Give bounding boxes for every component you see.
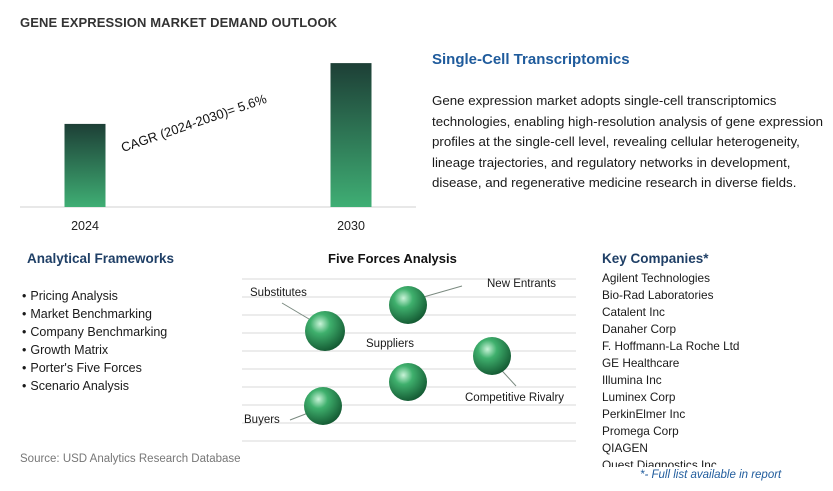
x-tick-label: 2030 xyxy=(337,219,365,233)
framework-item: Company Benchmarking xyxy=(22,323,167,341)
sphere-competitive-rivalry xyxy=(473,337,511,375)
force-label-suppliers: Suppliers xyxy=(366,338,414,350)
force-label-new-entrants: New Entrants xyxy=(487,278,557,290)
highlight-text: Gene expression market adopts single-cel… xyxy=(432,93,824,190)
highlight-title: Single-Cell Transcriptomics xyxy=(432,51,630,68)
company-item: Danaher Corp xyxy=(602,322,677,336)
connector-substitutes xyxy=(281,302,315,323)
company-item: Illumina Inc xyxy=(602,373,662,387)
company-item: Promega Corp xyxy=(602,424,679,438)
company-item: Agilent Technologies xyxy=(602,271,710,285)
bar-2024 xyxy=(64,123,106,207)
company-item: Luminex Corp xyxy=(602,390,676,404)
company-item: GE Healthcare xyxy=(602,356,680,370)
framework-item: Porter's Five Forces xyxy=(22,359,167,377)
five-forces-diagram xyxy=(242,278,576,442)
company-item: QIAGEN xyxy=(602,441,648,455)
force-label-competitive-rivalry: Competitive Rivalry xyxy=(465,392,565,404)
frameworks-title: Analytical Frameworks xyxy=(27,251,175,266)
sphere-new-entrants xyxy=(389,286,427,324)
sphere-suppliers xyxy=(389,363,427,401)
companies-list: Agilent Technologies Bio-Rad Laboratorie… xyxy=(602,270,812,467)
companies-note: *- Full list available in report xyxy=(640,469,782,481)
framework-item: Scenario Analysis xyxy=(22,377,167,395)
company-item: Quest Diagnostics Inc xyxy=(602,458,717,467)
frameworks-list: Pricing Analysis Market Benchmarking Com… xyxy=(22,287,167,395)
company-item: Catalent Inc xyxy=(602,305,665,319)
sphere-buyers xyxy=(304,387,342,425)
connector-new-entrants xyxy=(419,285,463,299)
five-forces-title: Five Forces Analysis xyxy=(328,251,457,266)
company-item: F. Hoffmann-La Roche Ltd xyxy=(602,339,740,353)
x-tick-label: 2024 xyxy=(71,219,99,233)
page-title: GENE EXPRESSION MARKET DEMAND OUTLOOK xyxy=(20,15,338,30)
bar-2030 xyxy=(330,63,372,208)
company-item: Bio-Rad Laboratories xyxy=(602,288,714,302)
company-item: PerkinElmer Inc xyxy=(602,407,686,421)
framework-item: Pricing Analysis xyxy=(22,287,167,305)
companies-title: Key Companies* xyxy=(602,251,709,266)
source-note: Source: USD Analytics Research Database xyxy=(20,453,241,465)
framework-item: Growth Matrix xyxy=(22,341,167,359)
force-label-substitutes: Substitutes xyxy=(250,287,307,299)
sphere-substitutes xyxy=(305,311,345,351)
force-label-buyers: Buyers xyxy=(244,414,280,426)
framework-item: Market Benchmarking xyxy=(22,305,167,323)
bar-chart: 2024 2030 xyxy=(20,63,416,233)
